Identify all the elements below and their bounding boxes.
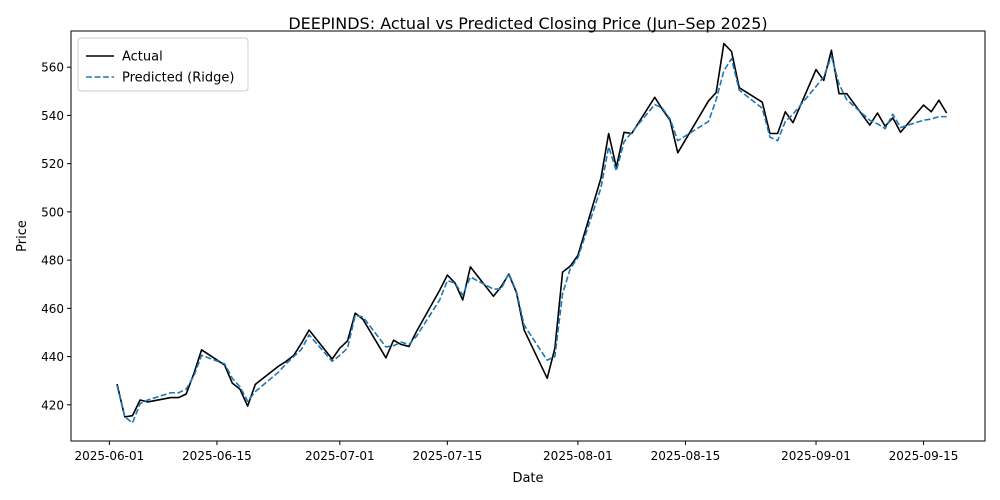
x-tick-label: 2025-08-01 xyxy=(543,449,613,463)
legend-box xyxy=(77,37,249,92)
x-tick-label: 2025-06-15 xyxy=(182,449,252,463)
x-tick-label: 2025-09-01 xyxy=(781,449,851,463)
plot-area xyxy=(116,42,948,424)
legend-label: Actual xyxy=(122,50,163,65)
x-tick-label: 2025-07-15 xyxy=(412,449,482,463)
x-tick-label: 2025-08-15 xyxy=(651,449,721,463)
plot-frame xyxy=(70,30,986,442)
y-tick-label: 560 xyxy=(41,61,64,75)
x-tick-label: 2025-09-15 xyxy=(889,449,959,463)
y-tick-label: 460 xyxy=(41,302,64,316)
x-tick-label: 2025-06-01 xyxy=(75,449,145,463)
y-axis: 420 440 460 480 500 520 540 560 xyxy=(41,61,71,412)
legend-label: Predicted (Ridge) xyxy=(122,71,234,86)
x-axis: 2025-06-01 2025-06-15 2025-07-01 2025-07-15… xyxy=(75,441,959,463)
series-line-predicted xyxy=(116,55,947,424)
y-tick-label: 420 xyxy=(41,398,64,412)
y-tick-label: 440 xyxy=(41,350,64,364)
y-tick-label: 480 xyxy=(41,254,64,268)
y-tick-label: 540 xyxy=(41,109,64,123)
y-axis-label: Price xyxy=(15,220,30,252)
y-tick-label: 520 xyxy=(41,157,64,171)
chart-title: DEEPINDS: Actual vs Predicted Closing Pr… xyxy=(288,14,767,33)
legend: Actual Predicted (Ridge) xyxy=(77,37,249,92)
x-tick-label: 2025-07-01 xyxy=(305,449,375,463)
x-axis-label: Date xyxy=(512,471,543,486)
y-tick-label: 500 xyxy=(41,205,64,219)
